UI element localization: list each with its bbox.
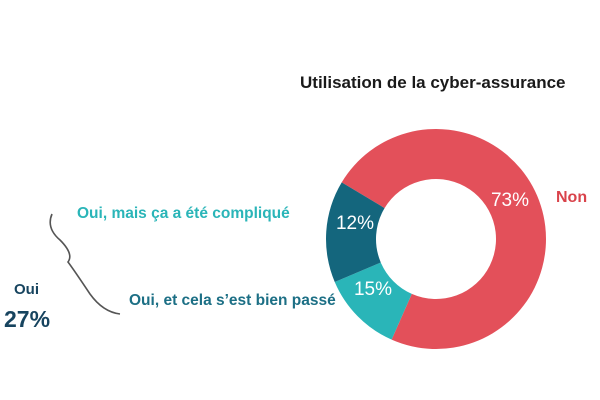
donut-slice-went-well: [326, 182, 385, 282]
chart-title: Utilisation de la cyber-assurance: [300, 73, 566, 92]
group-brace: [49, 213, 121, 315]
group-value-oui: 27%: [4, 306, 51, 332]
slice-value-label: 73%: [491, 190, 529, 211]
group-label-oui: Oui: [14, 281, 39, 298]
slice-value-label: 12%: [336, 213, 374, 234]
slice-value-label: 15%: [354, 279, 392, 300]
category-label-complicated: Oui, mais ça a été compliqué: [77, 205, 290, 222]
category-label-non: Non: [556, 189, 588, 206]
category-label-went-well: Oui, et cela s’est bien passé: [129, 292, 336, 309]
donut-slice-complicated: [334, 262, 412, 340]
donut-slice-non: [341, 128, 546, 349]
